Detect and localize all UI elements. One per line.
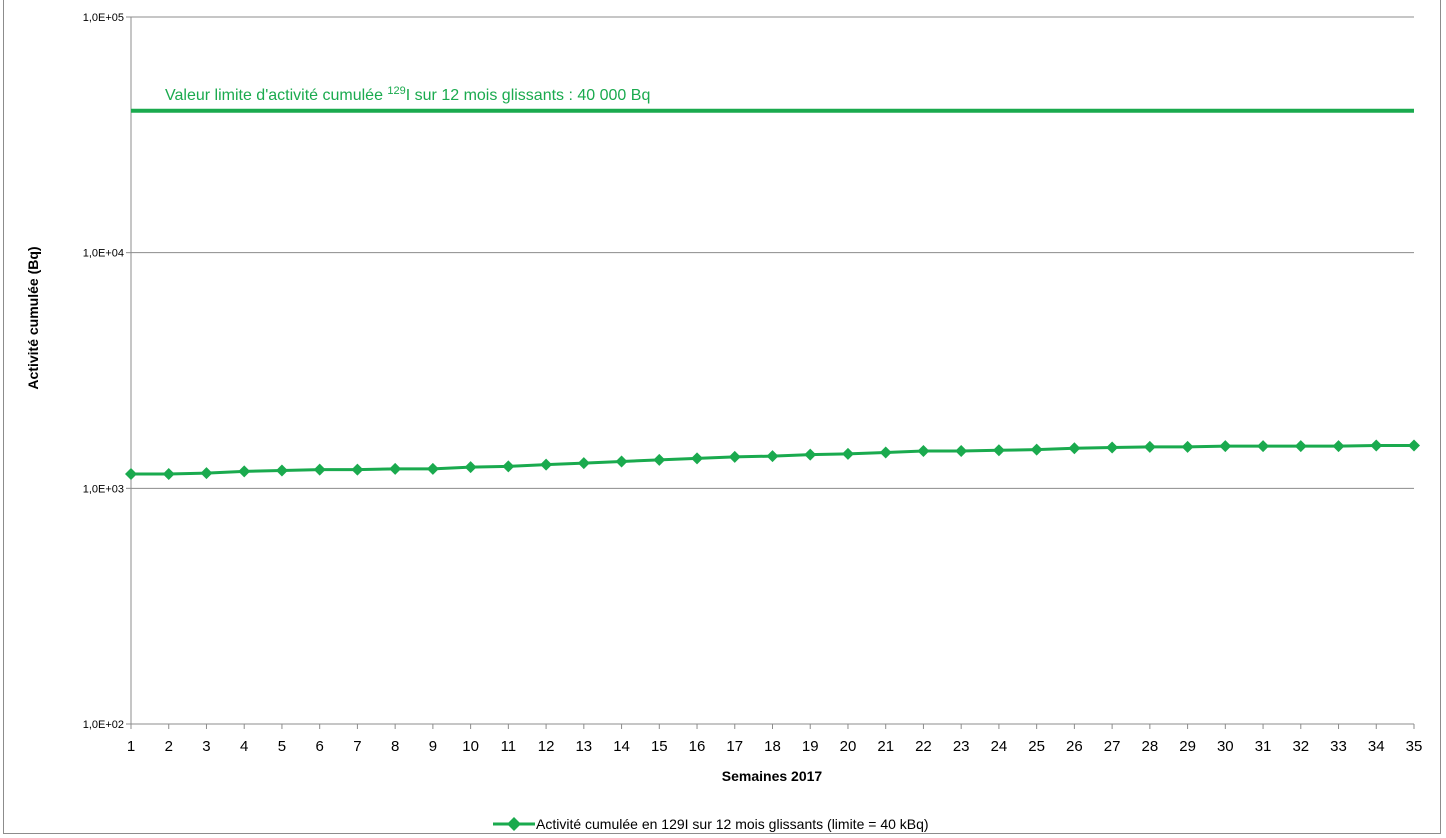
x-tick-label: 18 (764, 738, 781, 755)
data-point-marker (1332, 440, 1345, 453)
axes (130, 17, 1415, 729)
data-point-marker (955, 445, 968, 458)
x-tick-label: 35 (1406, 738, 1423, 755)
x-tick-label: 26 (1066, 738, 1083, 755)
x-tick-label: 27 (1104, 738, 1121, 755)
x-tick-label: 16 (689, 738, 706, 755)
x-tick-label: 34 (1368, 738, 1385, 755)
data-point-marker (841, 447, 854, 460)
x-tick-label: 19 (802, 738, 819, 755)
x-tick-label: 29 (1179, 738, 1196, 755)
limit-label-text-before: Valeur limite d'activité cumulée (165, 87, 387, 104)
x-tick-label: 3 (202, 738, 210, 755)
data-point-marker (502, 460, 515, 473)
data-point-marker (1408, 439, 1420, 452)
y-tick-label: 1,0E+05 (83, 12, 124, 24)
data-point-marker (1143, 440, 1156, 453)
x-tick-labels: 1 2 3 4 5 6 7 8 9 10 11 12 13 14 15 16 17 18 19 20 21 22 23 24 2… (127, 738, 1423, 755)
x-tick-label: 28 (1142, 738, 1159, 755)
data-point-marker (389, 462, 402, 475)
x-tick-label: 23 (953, 738, 970, 755)
x-tick-label: 11 (501, 738, 517, 755)
data-point-marker (162, 468, 175, 481)
x-tick-label: 2 (165, 738, 173, 755)
x-tick-label: 4 (240, 738, 248, 755)
x-tick-label: 12 (538, 738, 555, 755)
x-tick-label: 5 (278, 738, 286, 755)
gridlines (126, 16, 1414, 725)
data-point-marker (1068, 442, 1081, 455)
limit-label-superscript: 129 (387, 85, 405, 97)
x-tick-label: 8 (391, 738, 399, 755)
chart-frame (3, 0, 1441, 834)
data-point-marker (691, 452, 704, 465)
data-point-marker (351, 463, 364, 476)
x-tick-label: 30 (1217, 738, 1234, 755)
y-tick-label: 1,0E+04 (83, 248, 124, 260)
data-point-marker (1294, 440, 1307, 453)
data-point-marker (917, 445, 930, 458)
x-tick-label: 15 (651, 738, 668, 755)
data-point-marker (238, 465, 251, 478)
data-point-marker (540, 458, 553, 471)
limit-line-label: Valeur limite d'activité cumulée 129I su… (165, 85, 650, 104)
data-point-marker (728, 450, 741, 463)
data-point-marker (1219, 440, 1232, 453)
legend-label: Activité cumulée en 129I sur 12 mois gli… (536, 816, 929, 832)
series-markers (125, 439, 1420, 481)
x-tick-label: 32 (1292, 738, 1309, 755)
x-tick-label: 10 (462, 738, 479, 755)
x-tick-label: 13 (575, 738, 592, 755)
x-tick-label: 21 (877, 738, 894, 755)
data-point-marker (1106, 441, 1119, 454)
legend: Activité cumulée en 129I sur 12 mois gli… (493, 816, 929, 832)
data-point-marker (1257, 440, 1270, 453)
x-tick-label: 22 (915, 738, 932, 755)
data-point-marker (200, 467, 213, 480)
x-tick-label: 24 (991, 738, 1008, 755)
x-tick-label: 7 (353, 738, 361, 755)
data-point-marker (1030, 443, 1043, 456)
legend-marker-swatch (507, 817, 521, 831)
data-point-marker (879, 446, 892, 459)
x-tick-label: 6 (316, 738, 324, 755)
y-tick-label: 1,0E+02 (83, 719, 124, 731)
y-tick-label: 1,0E+03 (83, 483, 124, 495)
x-tick-label: 25 (1028, 738, 1045, 755)
data-point-marker (766, 450, 779, 463)
data-point-marker (426, 462, 439, 475)
data-point-marker (804, 448, 817, 461)
x-tick-label: 33 (1330, 738, 1347, 755)
x-tick-label: 20 (840, 738, 857, 755)
series-activite-cumulee (125, 439, 1420, 481)
data-point-marker (653, 453, 666, 466)
x-tick-label: 31 (1255, 738, 1272, 755)
data-point-marker (125, 468, 137, 481)
data-point-marker (1181, 440, 1194, 453)
y-tick-labels: 1,0E+02 1,0E+03 1,0E+04 1,0E+05 (83, 12, 124, 731)
x-tick-label: 14 (613, 738, 630, 755)
data-point-marker (577, 457, 590, 470)
data-point-marker (1370, 439, 1383, 452)
x-tick-label: 17 (726, 738, 743, 755)
y-axis-title: Activité cumulée (Bq) (25, 246, 41, 389)
data-point-marker (615, 455, 628, 468)
data-point-marker (992, 444, 1005, 457)
data-point-marker (313, 463, 326, 476)
data-point-marker (464, 461, 477, 474)
data-point-marker (275, 464, 288, 477)
x-tick-label: 9 (429, 738, 437, 755)
x-axis-title: Semaines 2017 (722, 768, 823, 784)
x-tick-label: 1 (127, 738, 135, 755)
limit-label-text-after: I sur 12 mois glissants : 40 000 Bq (406, 87, 651, 104)
